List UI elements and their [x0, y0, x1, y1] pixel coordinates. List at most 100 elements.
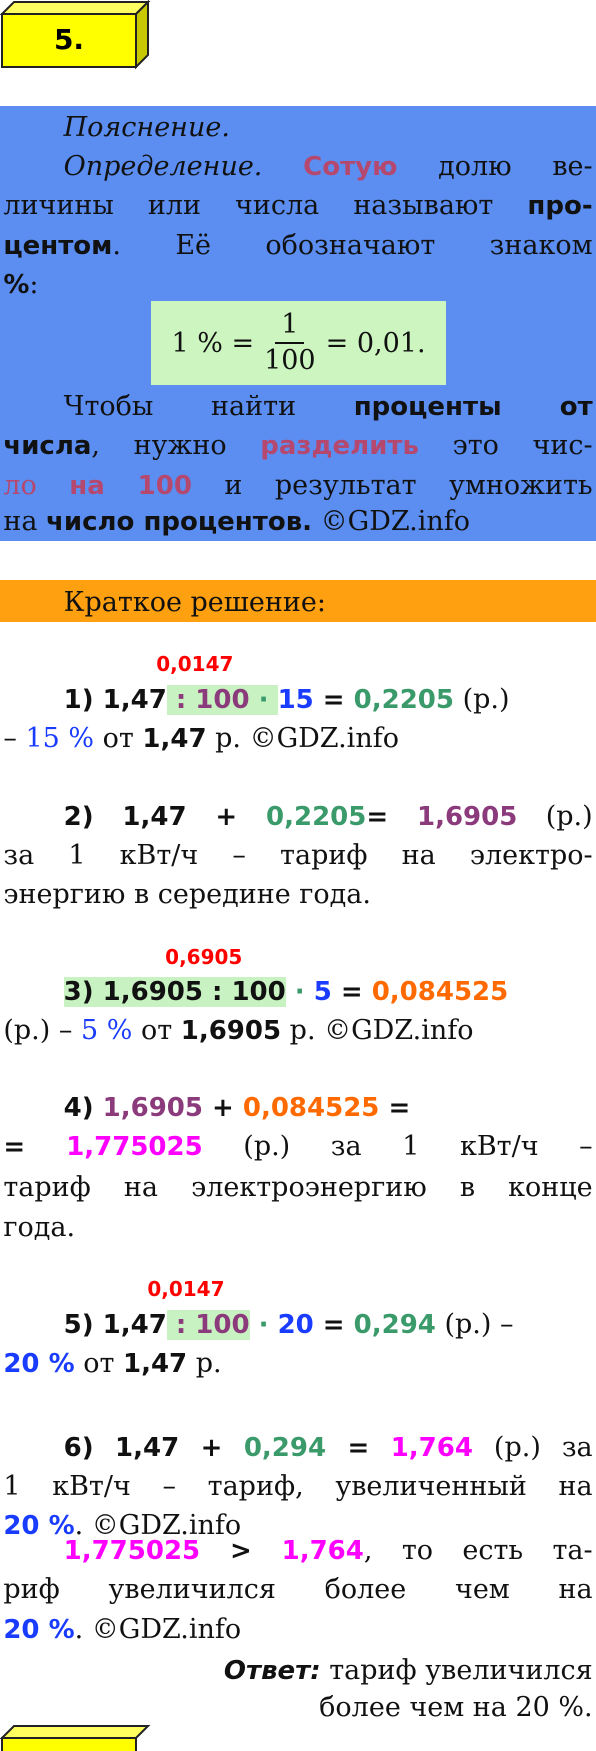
text-segment: личины или числа называют — [3, 190, 528, 222]
text-line: 20 %. ©GDZ.info — [3, 1610, 592, 1650]
text-segment: = — [313, 1309, 354, 1340]
header-box — [1, 13, 137, 68]
text-segment: – — [3, 722, 26, 754]
text-segment: = — [3, 1132, 67, 1163]
text-line: 20 %. ©GDZ.info — [3, 1506, 592, 1546]
text-segment: ©GDZ.info — [312, 506, 470, 538]
text-segment: 1) 1,47 — [63, 684, 167, 715]
denominator: 100 — [264, 345, 316, 376]
text-line: Пояснение. — [64, 108, 593, 148]
text-segment: (р.) – — [3, 1015, 81, 1047]
footer-box — [1, 1737, 137, 1751]
text-line: – 15 % от 1,47 р. ©GDZ.info — [3, 719, 592, 759]
text-segment: 0,294 — [243, 1432, 327, 1463]
text-segment: 15 % — [25, 722, 95, 754]
text-segment: , нужно — [91, 430, 261, 462]
text-line: более чем на 20 %. — [3, 1688, 592, 1728]
text-segment: (р.) – — [435, 1308, 514, 1340]
text-segment: . ©GDZ.info — [74, 1509, 242, 1541]
text-segment: (р.) — [517, 800, 593, 832]
text-segment: + — [202, 1093, 243, 1124]
text-segment: на 100 — [69, 470, 192, 501]
formula-right: = 0,01. — [325, 327, 426, 359]
text-segment: р. — [187, 1347, 222, 1379]
text-segment: от — [74, 1347, 123, 1379]
text-line: на число процентов. ©GDZ.info — [3, 502, 592, 542]
text-segment: 1,775025 — [63, 1536, 201, 1567]
text-line: энергию в середине года. — [3, 875, 592, 915]
text-line: тариф на электроэнергию в конце — [3, 1168, 592, 1208]
text-segment: Определение. — [63, 151, 263, 183]
text-segment: 0,2205 — [266, 801, 367, 832]
text-segment: р. ©GDZ.info — [281, 1015, 474, 1047]
text-segment: : 100 — [166, 1309, 250, 1340]
text-segment: от — [94, 722, 143, 754]
text-segment: энергию в середине года. — [3, 879, 371, 911]
text-segment: : 100 — [166, 684, 250, 715]
text-segment: риф увеличился более чем на — [3, 1574, 593, 1606]
text-segment: 1,764 — [281, 1536, 364, 1567]
formula-left: 1 % = — [171, 327, 255, 359]
text-segment: 1,6905 — [102, 1093, 203, 1124]
text-segment: Сотую — [303, 152, 398, 183]
fraction: 1 100 — [264, 308, 316, 378]
header-box-top — [0, 1, 151, 15]
text-segment: Краткое решение: — [63, 586, 326, 618]
text-line: ло на 100 и результат умножить — [3, 466, 592, 506]
text-segment: число процентов. — [46, 507, 313, 538]
text-segment: = — [331, 977, 372, 1008]
text-segment: . ©GDZ.info — [74, 1613, 242, 1645]
text-line: 5) 1,47 : 100 · 20 = 0,294 (р.) – — [64, 1305, 593, 1345]
text-segment — [37, 470, 69, 501]
text-segment: 15 — [277, 684, 314, 715]
text-segment: 1,6905 — [416, 801, 518, 832]
annotation: 0,0147 — [147, 1277, 225, 1302]
text-segment: = — [326, 1432, 391, 1463]
text-segment: Пояснение. — [63, 112, 230, 144]
text-line: Чтобы найти проценты от — [64, 387, 593, 427]
text-segment: , то есть та- — [363, 1535, 593, 1567]
text-segment: 5 — [313, 977, 332, 1008]
task-number: 5. — [54, 23, 84, 56]
text-segment: % — [3, 269, 30, 300]
text-segment: 1,764 — [390, 1432, 473, 1463]
text-line: 1) 1,47 : 100 · 15 = 0,2205 (р.) — [64, 680, 593, 720]
text-line: 20 % от 1,47 р. — [3, 1344, 592, 1384]
header-box-side — [135, 0, 149, 70]
text-line: центом. Её обозначают знаком — [3, 226, 592, 266]
text-segment: > — [200, 1536, 282, 1567]
text-line: = 1,775025 (р.) за 1 кВт/ч – — [3, 1127, 592, 1167]
text-line: числа, нужно разделить это чис- — [3, 426, 592, 466]
text-segment: 1,6905 — [180, 1016, 282, 1047]
text-segment: числа — [3, 431, 92, 462]
text-line: Краткое решение: — [64, 583, 593, 623]
text-segment: тариф увеличился — [320, 1654, 593, 1686]
text-segment: · — [285, 977, 314, 1008]
text-segment: разделить — [260, 431, 419, 462]
text-segment: (р.) за 1 кВт/ч – — [202, 1131, 593, 1163]
text-segment: долю ве- — [397, 151, 593, 183]
text-segment: 4) — [63, 1093, 103, 1124]
text-line: 4) 1,6905 + 0,084525 = — [64, 1088, 593, 1128]
text-segment: р. ©GDZ.info — [206, 722, 399, 754]
text-segment: 0,084525 — [242, 1093, 380, 1124]
text-segment: 1,775025 — [66, 1132, 203, 1163]
text-segment: Ответ: — [223, 1655, 321, 1686]
text-segment: и результат умножить — [191, 469, 593, 501]
text-line: года. — [3, 1208, 592, 1248]
text-segment: от — [132, 1015, 181, 1047]
text-segment: за 1 кВт/ч – тариф на электро- — [3, 840, 593, 872]
text-line: риф увеличился более чем на — [3, 1570, 592, 1610]
text-segment: (р.) за — [472, 1431, 593, 1463]
text-segment: = — [379, 1093, 411, 1124]
text-segment: = — [366, 801, 417, 832]
text-line: 2) 1,47 + 0,2205= 1,6905 (р.) — [64, 797, 593, 837]
text-segment: (р.) — [453, 683, 510, 715]
text-segment: 0,2205 — [353, 684, 454, 715]
text-segment: 5 % — [80, 1015, 133, 1047]
text-segment: 0,294 — [353, 1309, 436, 1340]
text-segment: Чтобы найти — [63, 391, 354, 423]
text-segment: центом — [3, 230, 113, 261]
text-segment: про- — [527, 191, 593, 222]
